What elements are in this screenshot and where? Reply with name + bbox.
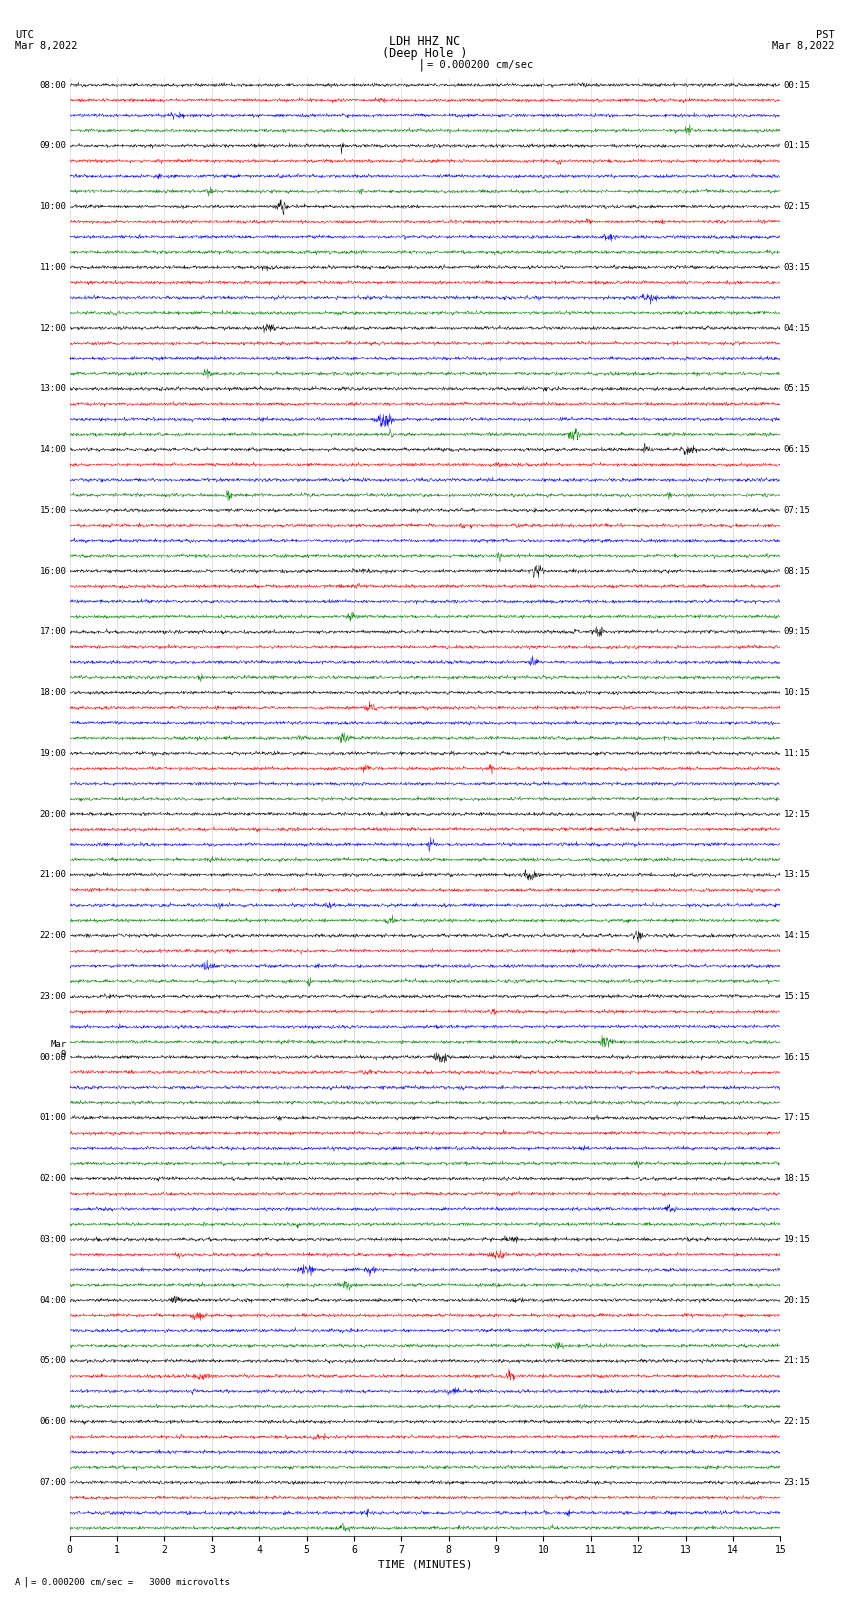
Text: 03:00: 03:00 [39, 1236, 66, 1244]
Text: 15:15: 15:15 [784, 992, 811, 1000]
Text: 17:00: 17:00 [39, 627, 66, 636]
Text: 16:15: 16:15 [784, 1053, 811, 1061]
Text: 07:15: 07:15 [784, 506, 811, 515]
Text: $\mathtt{|}$: $\mathtt{|}$ [417, 56, 423, 73]
Text: 16:00: 16:00 [39, 566, 66, 576]
Text: 20:00: 20:00 [39, 810, 66, 818]
Text: 09:00: 09:00 [39, 142, 66, 150]
Text: 06:00: 06:00 [39, 1418, 66, 1426]
Text: Mar 8,2022: Mar 8,2022 [772, 40, 835, 52]
Text: 20:15: 20:15 [784, 1295, 811, 1305]
Text: 19:00: 19:00 [39, 748, 66, 758]
Text: 13:15: 13:15 [784, 871, 811, 879]
Text: UTC: UTC [15, 29, 34, 40]
Text: = 0.000200 cm/sec =   3000 microvolts: = 0.000200 cm/sec = 3000 microvolts [31, 1578, 230, 1587]
Text: 22:15: 22:15 [784, 1418, 811, 1426]
Text: Mar: Mar [50, 1040, 66, 1048]
Text: PST: PST [816, 29, 835, 40]
Text: 00:00: 00:00 [39, 1053, 66, 1061]
Text: 18:15: 18:15 [784, 1174, 811, 1182]
Text: 11:15: 11:15 [784, 748, 811, 758]
Text: 02:15: 02:15 [784, 202, 811, 211]
Text: 23:15: 23:15 [784, 1478, 811, 1487]
Text: 00:15: 00:15 [784, 81, 811, 89]
Text: 12:15: 12:15 [784, 810, 811, 818]
Text: 08:00: 08:00 [39, 81, 66, 89]
Text: 13:00: 13:00 [39, 384, 66, 394]
Text: 05:00: 05:00 [39, 1357, 66, 1365]
Text: 06:15: 06:15 [784, 445, 811, 453]
Text: 15:00: 15:00 [39, 506, 66, 515]
Text: 09:15: 09:15 [784, 627, 811, 636]
Text: 12:00: 12:00 [39, 324, 66, 332]
Text: = 0.000200 cm/sec: = 0.000200 cm/sec [427, 60, 533, 69]
Text: 10:00: 10:00 [39, 202, 66, 211]
Text: 04:00: 04:00 [39, 1295, 66, 1305]
Text: 02:00: 02:00 [39, 1174, 66, 1182]
X-axis label: TIME (MINUTES): TIME (MINUTES) [377, 1560, 473, 1569]
Text: 14:00: 14:00 [39, 445, 66, 453]
Text: 19:15: 19:15 [784, 1236, 811, 1244]
Text: 03:15: 03:15 [784, 263, 811, 271]
Text: 14:15: 14:15 [784, 931, 811, 940]
Text: A: A [15, 1578, 20, 1587]
Text: 18:00: 18:00 [39, 689, 66, 697]
Text: 17:15: 17:15 [784, 1113, 811, 1123]
Text: 07:00: 07:00 [39, 1478, 66, 1487]
Text: $\mathtt{|}$: $\mathtt{|}$ [22, 1576, 28, 1589]
Text: (Deep Hole ): (Deep Hole ) [382, 47, 468, 60]
Text: 04:15: 04:15 [784, 324, 811, 332]
Text: 23:00: 23:00 [39, 992, 66, 1000]
Text: 05:15: 05:15 [784, 384, 811, 394]
Text: 22:00: 22:00 [39, 931, 66, 940]
Text: 08:15: 08:15 [784, 566, 811, 576]
Text: LDH HHZ NC: LDH HHZ NC [389, 34, 461, 48]
Text: 9: 9 [61, 1050, 66, 1058]
Text: 21:00: 21:00 [39, 871, 66, 879]
Text: 11:00: 11:00 [39, 263, 66, 271]
Text: Mar 8,2022: Mar 8,2022 [15, 40, 78, 52]
Text: 21:15: 21:15 [784, 1357, 811, 1365]
Text: 01:15: 01:15 [784, 142, 811, 150]
Text: 01:00: 01:00 [39, 1113, 66, 1123]
Text: 10:15: 10:15 [784, 689, 811, 697]
